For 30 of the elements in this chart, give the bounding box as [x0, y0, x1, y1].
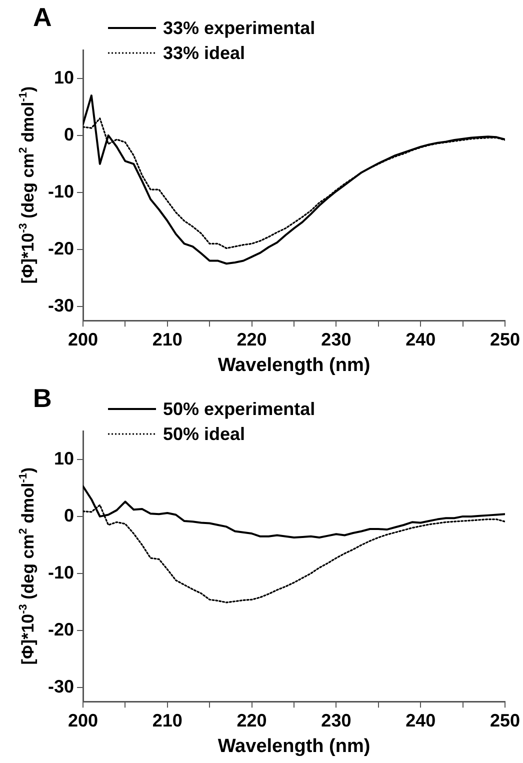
y-tick-label: -20 — [48, 619, 74, 640]
x-tick-label: 220 — [236, 710, 267, 730]
y-tick-label: 10 — [54, 448, 74, 468]
legend-label: 50% experimental — [163, 398, 316, 419]
x-tick-label: 200 — [68, 329, 98, 350]
legend-label: 33% ideal — [163, 42, 246, 63]
y-tick-label: -10 — [48, 562, 74, 582]
x-tick-label: 220 — [236, 329, 267, 350]
y-tick-label: 0 — [64, 124, 74, 144]
y-tick-label: -20 — [48, 238, 74, 258]
x-tick-label: 240 — [406, 710, 436, 730]
chart-title: A — [33, 2, 52, 32]
y-tick-label: -30 — [48, 676, 74, 696]
x-tick-label: 210 — [152, 329, 182, 350]
x-tick-label: 200 — [68, 710, 98, 730]
x-tick-label: 240 — [406, 329, 436, 350]
x-axis-title: Wavelength (nm) — [218, 354, 370, 376]
x-tick-label: 250 — [490, 329, 520, 350]
legend-label: 33% experimental — [163, 18, 316, 38]
x-tick-label: 230 — [321, 710, 352, 730]
y-tick-label: 10 — [54, 67, 74, 88]
x-tick-label: 250 — [490, 710, 520, 730]
y-tick-label: -30 — [48, 295, 74, 316]
x-axis-title: Wavelength (nm) — [218, 736, 370, 757]
legend-label: 50% ideal — [163, 424, 246, 444]
x-tick-label: 230 — [321, 329, 352, 350]
x-tick-label: 210 — [152, 710, 182, 730]
chart-title: B — [33, 383, 52, 414]
y-tick-label: -10 — [48, 181, 74, 202]
y-tick-label: 0 — [64, 505, 74, 526]
